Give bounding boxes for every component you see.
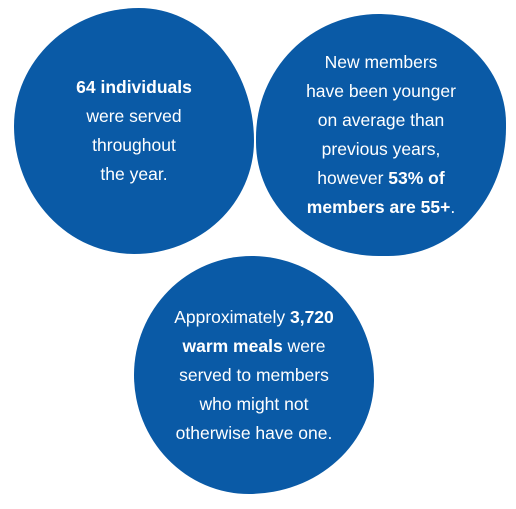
stat-text-run: otherwise have one.	[175, 422, 333, 443]
stat-highlight: 53% of	[388, 168, 445, 188]
stat-line: served to members	[174, 361, 334, 390]
stat-text-run: throughout	[92, 135, 176, 155]
stat-text-run: Approximately	[174, 306, 290, 327]
stat-line: warm meals were	[174, 332, 334, 361]
stat-text: Approximately 3,720 warm meals were serv…	[174, 303, 334, 448]
stat-line: however 53% of	[306, 164, 456, 193]
stat-text-run: on average than	[317, 110, 445, 130]
stat-line: on average than	[306, 106, 456, 135]
stat-highlight: 3,720	[289, 306, 334, 327]
stat-text-run: were served	[86, 106, 182, 126]
stat-line: have been younger	[306, 77, 456, 106]
stat-line: were served	[76, 102, 192, 131]
stat-text-run: were	[282, 335, 326, 356]
stat-text-run: .	[450, 197, 456, 217]
stat-line: members are 55+.	[306, 193, 456, 222]
stat-line: otherwise have one.	[174, 419, 334, 448]
stat-text: New members have been younger on average…	[306, 48, 456, 222]
stat-line: throughout	[76, 131, 192, 160]
stat-text-run: have been younger	[306, 81, 456, 101]
stat-line: who might not	[174, 390, 334, 419]
stat-line: previous years,	[306, 135, 456, 164]
stat-text-run: New members	[324, 52, 438, 72]
stat-text-run: previous years,	[321, 139, 441, 159]
stat-text-run: served to members	[179, 364, 329, 385]
stat-line: Approximately 3,720	[174, 303, 334, 332]
stat-highlight: 64 individuals	[76, 77, 192, 97]
stat-text-run: the year.	[100, 164, 168, 184]
stat-line: New members	[306, 48, 456, 77]
stat-text-run: who might not	[199, 393, 309, 414]
stat-text: 64 individuals were served throughout th…	[76, 73, 192, 189]
stat-highlight: members are 55+	[306, 197, 451, 217]
stat-line: 64 individuals	[76, 73, 192, 102]
stat-bubble-individuals: 64 individuals were served throughout th…	[14, 8, 254, 254]
stat-bubble-member-age: New members have been younger on average…	[256, 14, 506, 256]
stat-bubble-warm-meals: Approximately 3,720 warm meals were serv…	[134, 256, 374, 494]
stat-line: the year.	[76, 160, 192, 189]
stat-text-run: however	[317, 168, 389, 188]
stat-highlight: warm meals	[182, 335, 283, 356]
